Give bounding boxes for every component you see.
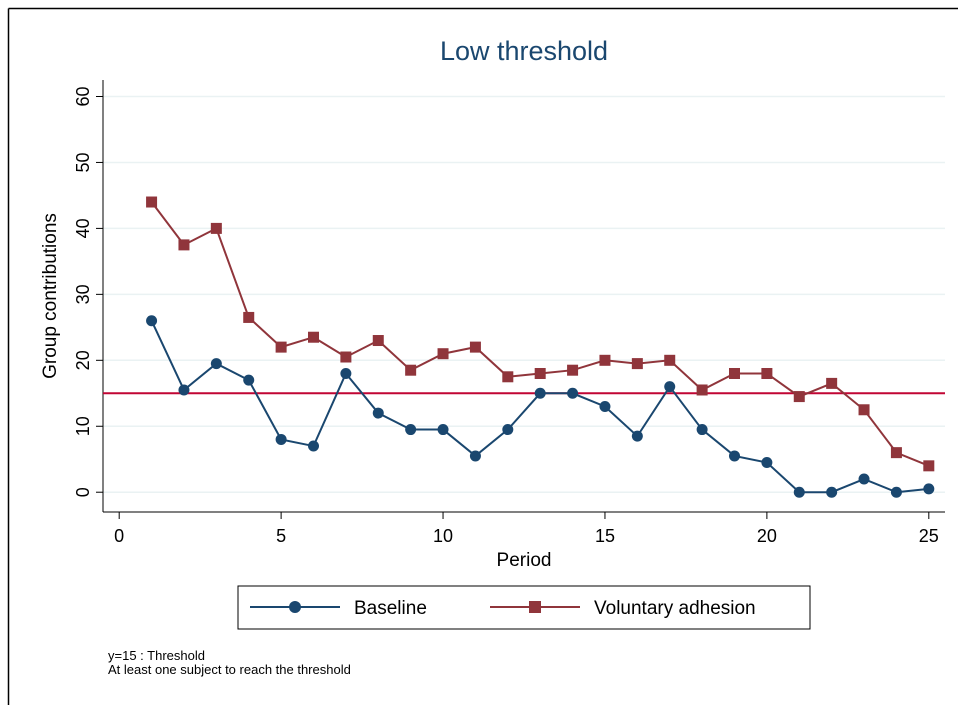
marker [826, 377, 838, 389]
marker [534, 367, 546, 379]
marker [567, 387, 579, 399]
marker [890, 486, 902, 498]
note: At least one subject to reach the thresh… [108, 662, 351, 677]
marker [469, 450, 481, 462]
marker [761, 457, 773, 469]
marker [178, 239, 190, 251]
marker [210, 222, 222, 234]
legend-label: Voluntary adhesion [594, 598, 756, 619]
marker [275, 433, 287, 445]
note: y=15 : Threshold [108, 648, 205, 663]
marker [146, 196, 158, 208]
marker [469, 341, 481, 353]
marker [437, 424, 449, 436]
marker [793, 391, 805, 403]
marker [599, 354, 611, 366]
marker [696, 384, 708, 396]
marker [243, 311, 255, 323]
marker [437, 348, 449, 360]
marker [664, 381, 676, 393]
marker [340, 351, 352, 363]
x-tick-label: 0 [114, 526, 124, 546]
marker [826, 486, 838, 498]
marker [308, 440, 319, 452]
marker [858, 404, 870, 416]
y-tick-label: 0 [73, 487, 93, 497]
x-tick-label: 5 [276, 526, 286, 546]
marker [372, 335, 384, 347]
marker [923, 460, 935, 472]
marker [178, 384, 190, 396]
marker [631, 358, 643, 370]
marker [502, 424, 514, 436]
marker [210, 358, 222, 370]
marker [502, 371, 514, 383]
y-tick-label: 60 [73, 86, 93, 106]
x-tick-label: 25 [919, 526, 939, 546]
marker [890, 447, 902, 459]
marker [372, 407, 384, 419]
y-tick-label: 40 [73, 218, 93, 238]
legend-marker [289, 601, 301, 613]
marker [340, 367, 352, 379]
marker [405, 364, 417, 376]
marker [405, 424, 417, 436]
marker [923, 483, 935, 495]
marker [729, 450, 740, 462]
marker [243, 374, 255, 386]
y-tick-label: 50 [73, 152, 93, 172]
marker [793, 486, 805, 498]
marker [631, 430, 643, 442]
marker [146, 315, 158, 327]
marker [567, 364, 579, 376]
x-tick-label: 10 [433, 526, 453, 546]
y-tick-label: 20 [73, 350, 93, 370]
marker [599, 400, 611, 412]
x-axis-label: Period [497, 550, 552, 571]
marker [308, 331, 319, 343]
marker [858, 473, 870, 485]
chart-title: Low threshold [440, 36, 608, 66]
legend-marker [529, 601, 541, 613]
x-tick-label: 20 [757, 526, 777, 546]
y-axis-label: Group contributions [40, 213, 61, 379]
marker [729, 367, 740, 379]
marker [534, 387, 546, 399]
marker [275, 341, 287, 353]
x-tick-label: 15 [595, 526, 615, 546]
marker [696, 424, 708, 436]
y-tick-label: 30 [73, 284, 93, 304]
marker [664, 354, 676, 366]
y-tick-label: 10 [73, 416, 93, 436]
marker [761, 367, 773, 379]
legend-label: Baseline [354, 598, 427, 619]
